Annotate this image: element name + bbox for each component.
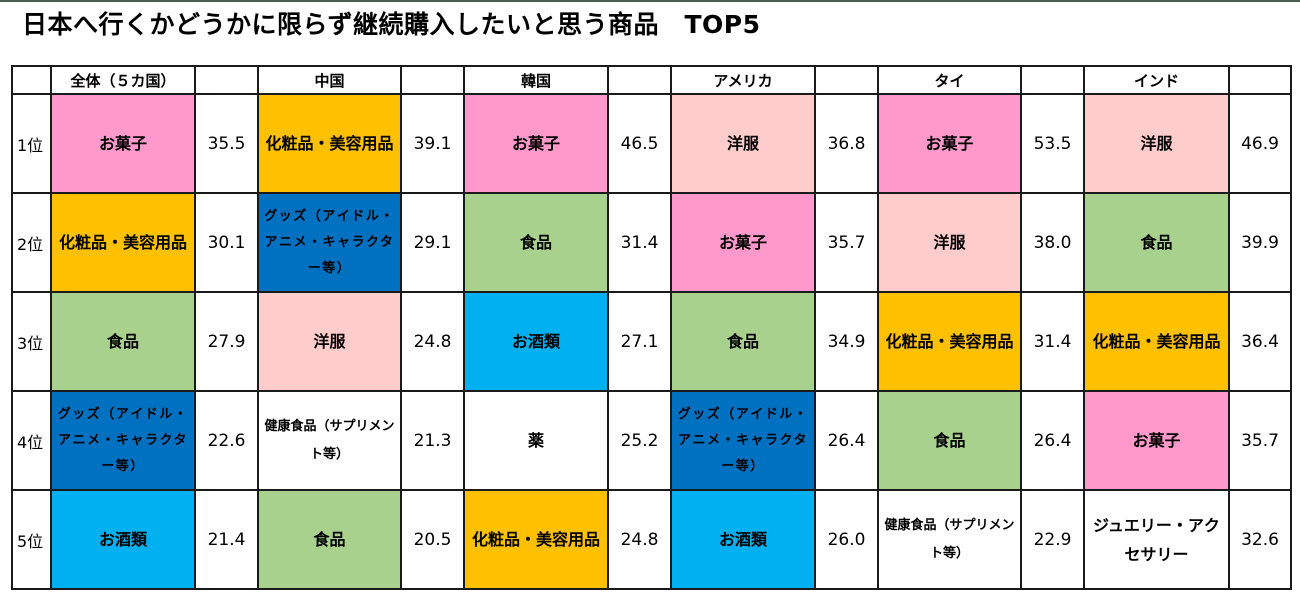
value-cell: 26.4 <box>1020 390 1085 491</box>
value-cell: 36.8 <box>814 93 879 194</box>
value-header <box>1020 65 1085 95</box>
rank-label: 4位 <box>11 390 52 491</box>
value-cell: 30.1 <box>194 192 259 293</box>
value-header <box>194 65 259 95</box>
value-header <box>1228 65 1292 95</box>
item-cell: 化粧品・美容用品 <box>463 489 609 590</box>
column-header: タイ <box>877 65 1022 95</box>
value-cell: 24.8 <box>607 489 672 590</box>
column-header: アメリカ <box>670 65 816 95</box>
item-cell: 健康食品（サプリメント等） <box>257 390 402 491</box>
item-cell: 食品 <box>257 489 402 590</box>
value-header <box>814 65 879 95</box>
value-cell: 34.9 <box>814 291 879 392</box>
value-cell: 25.2 <box>607 390 672 491</box>
item-cell: 洋服 <box>257 291 402 392</box>
item-cell: お酒類 <box>50 489 196 590</box>
value-cell: 35.5 <box>194 93 259 194</box>
item-cell: 食品 <box>463 192 609 293</box>
table-row: 2位 化粧品・美容用品 30.1 グッズ（アイドル・アニメ・キャラクター等） 29.1 食… <box>11 192 1292 293</box>
value-cell: 26.4 <box>814 390 879 491</box>
value-cell: 35.7 <box>1228 390 1292 491</box>
item-cell: 洋服 <box>670 93 816 194</box>
item-cell: グッズ（アイドル・アニメ・キャラクター等） <box>257 192 402 293</box>
item-cell: 化粧品・美容用品 <box>1083 291 1230 392</box>
value-cell: 21.4 <box>194 489 259 590</box>
item-cell: お酒類 <box>670 489 816 590</box>
value-cell: 53.5 <box>1020 93 1085 194</box>
value-header <box>400 65 465 95</box>
value-cell: 46.9 <box>1228 93 1292 194</box>
value-cell: 22.6 <box>194 390 259 491</box>
item-cell: お酒類 <box>463 291 609 392</box>
column-header: 全体（５カ国） <box>50 65 196 95</box>
item-cell: 食品 <box>50 291 196 392</box>
item-cell: 化粧品・美容用品 <box>257 93 402 194</box>
item-cell: お菓子 <box>1083 390 1230 491</box>
value-cell: 26.0 <box>814 489 879 590</box>
value-cell: 22.9 <box>1020 489 1085 590</box>
item-cell: 食品 <box>877 390 1022 491</box>
column-header: 韓国 <box>463 65 609 95</box>
item-cell: 洋服 <box>1083 93 1230 194</box>
value-cell: 46.5 <box>607 93 672 194</box>
value-header <box>607 65 672 95</box>
value-cell: 27.9 <box>194 291 259 392</box>
table-row: 3位 食品 27.9 洋服 24.8 お酒類 27.1 食品 34.9 化粧品・美容用品 31.4 化… <box>11 291 1292 392</box>
value-cell: 20.5 <box>400 489 465 590</box>
item-cell: ジュエリー・アクセサリー <box>1083 489 1230 590</box>
item-cell: 薬 <box>463 390 609 491</box>
rank-label: 5位 <box>11 489 52 590</box>
item-cell: お菓子 <box>877 93 1022 194</box>
item-cell: お菓子 <box>670 192 816 293</box>
rank-label: 1位 <box>11 93 52 194</box>
column-header: 中国 <box>257 65 402 95</box>
value-cell: 27.1 <box>607 291 672 392</box>
value-cell: 38.0 <box>1020 192 1085 293</box>
item-cell: 健康食品（サプリメント等） <box>877 489 1022 590</box>
value-cell: 39.1 <box>400 93 465 194</box>
item-cell: 化粧品・美容用品 <box>877 291 1022 392</box>
item-cell: 食品 <box>670 291 816 392</box>
value-cell: 31.4 <box>607 192 672 293</box>
item-cell: 洋服 <box>877 192 1022 293</box>
table-row: 4位 グッズ（アイドル・アニメ・キャラクター等） 22.6 健康食品（サプリメント等）… <box>11 390 1292 491</box>
page-title: 日本へ行くかどうかに限らず継続購入したいと思う商品 TOP5 <box>22 10 761 39</box>
item-cell: グッズ（アイドル・アニメ・キャラクター等） <box>670 390 816 491</box>
rank-label: 2位 <box>11 192 52 293</box>
item-cell: グッズ（アイドル・アニメ・キャラクター等） <box>50 390 196 491</box>
ranking-table: 全体（５カ国） 中国 韓国 アメリカ タイ インド 1位 お菓子 35.5 化粧品・美… <box>11 65 1292 590</box>
value-cell: 39.9 <box>1228 192 1292 293</box>
value-cell: 36.4 <box>1228 291 1292 392</box>
item-cell: 化粧品・美容用品 <box>50 192 196 293</box>
corner-cell <box>11 65 52 95</box>
top-rule <box>0 0 1300 2</box>
table-row: 5位 お酒類 21.4 食品 20.5 化粧品・美容用品 24.8 お酒類 26.0 健康食品（サ… <box>11 489 1292 590</box>
item-cell: 食品 <box>1083 192 1230 293</box>
item-cell: お菓子 <box>463 93 609 194</box>
table-row: 1位 お菓子 35.5 化粧品・美容用品 39.1 お菓子 46.5 洋服 36.8 お菓子 53.… <box>11 93 1292 194</box>
rank-label: 3位 <box>11 291 52 392</box>
column-header: インド <box>1083 65 1230 95</box>
value-cell: 29.1 <box>400 192 465 293</box>
value-cell: 35.7 <box>814 192 879 293</box>
value-cell: 24.8 <box>400 291 465 392</box>
table-header-row: 全体（５カ国） 中国 韓国 アメリカ タイ インド <box>11 65 1292 95</box>
item-cell: お菓子 <box>50 93 196 194</box>
value-cell: 32.6 <box>1228 489 1292 590</box>
value-cell: 21.3 <box>400 390 465 491</box>
value-cell: 31.4 <box>1020 291 1085 392</box>
